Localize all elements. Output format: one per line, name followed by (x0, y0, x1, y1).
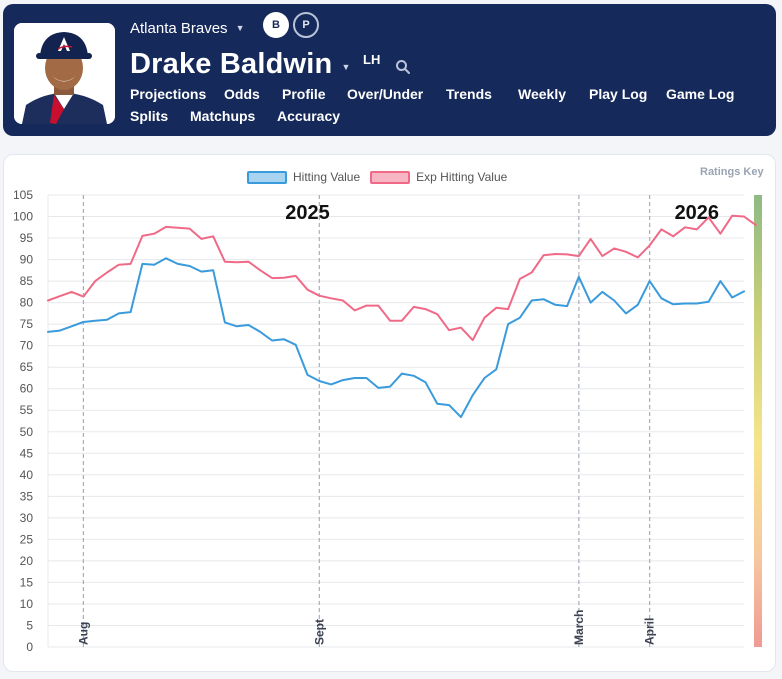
team-name[interactable]: Atlanta Braves (130, 19, 228, 37)
y-tick-label: 35 (20, 489, 34, 503)
y-tick-label: 5 (26, 618, 33, 632)
legend-item-hitting-value[interactable]: Hitting Value (247, 170, 360, 184)
series-line-exp-hitting-value (47, 214, 757, 342)
handedness-label: LH (363, 52, 381, 67)
pitcher-toggle-button[interactable]: P (293, 12, 319, 38)
player-header: Atlanta Braves ▼ B P Drake Baldwin ▼ LH … (3, 4, 776, 136)
y-tick-label: 20 (20, 554, 34, 568)
nav-matchups[interactable]: Matchups (190, 108, 256, 124)
player-selector[interactable]: Drake Baldwin ▼ (130, 46, 350, 82)
y-tick-label: 95 (20, 231, 34, 245)
y-tick-label: 80 (20, 296, 34, 310)
team-selector[interactable]: Atlanta Braves ▼ (130, 17, 244, 39)
y-tick-label: 0 (26, 640, 33, 654)
legend-label-exp-hitting-value: Exp Hitting Value (416, 170, 508, 184)
y-tick-label: 65 (20, 360, 34, 374)
month-marker-label: Sept (312, 619, 326, 645)
batter-toggle-button[interactable]: B (263, 12, 289, 38)
y-tick-label: 70 (20, 339, 34, 353)
nav-play-log[interactable]: Play Log (589, 86, 648, 102)
y-tick-label: 25 (20, 532, 34, 546)
month-marker-label: Aug (76, 622, 90, 645)
nav-weekly[interactable]: Weekly (518, 86, 566, 102)
y-tick-label: 100 (13, 210, 33, 224)
nav-odds[interactable]: Odds (224, 86, 260, 102)
legend-swatch-exp-hitting-value (370, 170, 411, 184)
y-tick-label: 90 (20, 253, 34, 267)
y-tick-label: 50 (20, 425, 34, 439)
caret-down-icon[interactable]: ▼ (341, 62, 351, 72)
trends-chart-card (3, 154, 776, 672)
y-tick-label: 55 (20, 403, 34, 417)
series-line-hitting-value (47, 257, 745, 419)
y-tick-label: 40 (20, 468, 34, 482)
y-tick-label: 85 (20, 274, 34, 288)
nav-game-log[interactable]: Game Log (666, 86, 735, 102)
legend-item-exp-hitting-value[interactable]: Exp Hitting Value (370, 170, 507, 184)
rating-color-scale (754, 195, 762, 647)
nav-profile[interactable]: Profile (282, 86, 326, 102)
y-tick-label: 60 (20, 382, 34, 396)
ratings-key-label[interactable]: Ratings Key (700, 166, 764, 178)
legend-swatch-hitting-value (247, 170, 287, 184)
y-tick-label: 105 (13, 188, 33, 202)
y-tick-label: 45 (20, 446, 34, 460)
nav-over-under[interactable]: Over/Under (347, 86, 424, 102)
month-marker-label: April (643, 618, 657, 645)
chart-legend: Hitting Value Exp Hitting Value (247, 170, 517, 184)
y-tick-label: 75 (20, 317, 34, 331)
player-name[interactable]: Drake Baldwin (130, 47, 333, 80)
nav-accuracy[interactable]: Accuracy (277, 108, 341, 124)
month-marker-label: March (572, 610, 586, 645)
year-label: 2025 (285, 202, 330, 224)
caret-down-icon[interactable]: ▼ (235, 23, 245, 33)
legend-label-hitting-value: Hitting Value (293, 170, 361, 184)
search-icon[interactable] (395, 59, 411, 75)
player-photo-icon (14, 23, 115, 124)
player-avatar (14, 23, 115, 124)
nav-projections[interactable]: Projections (130, 86, 207, 102)
nav-splits[interactable]: Splits (130, 108, 169, 124)
nav-trends[interactable]: Trends (446, 86, 492, 102)
y-tick-label: 10 (20, 597, 34, 611)
y-tick-label: 30 (20, 511, 34, 525)
year-label: 2026 (675, 202, 720, 224)
y-tick-label: 15 (20, 575, 34, 589)
